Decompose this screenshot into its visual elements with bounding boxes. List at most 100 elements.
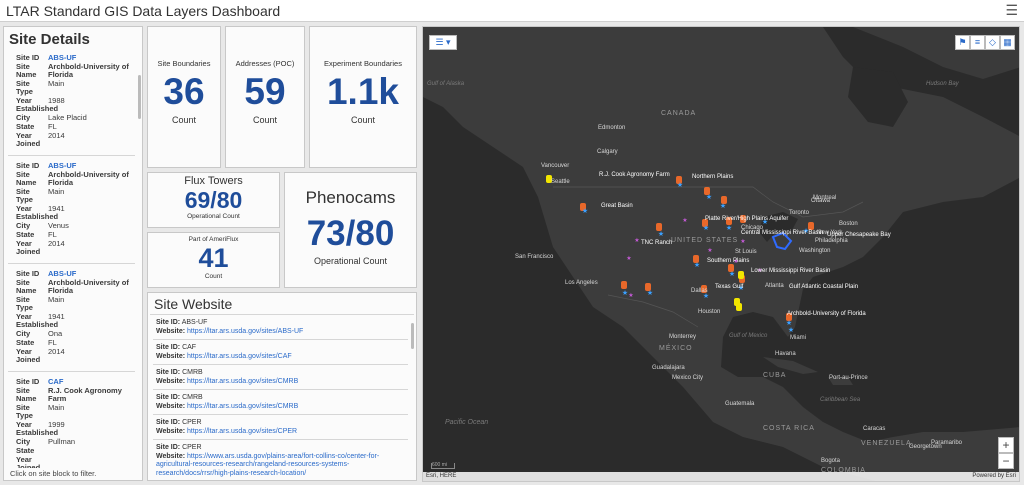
- site-field-site-name: Site Name R.J. Cook Agronomy Farm: [8, 387, 135, 403]
- site-block[interactable]: Site ID ABS-UF Site Name Archbold-Universit…: [8, 156, 135, 264]
- address-marker[interactable]: [736, 303, 742, 311]
- flux-tower-icon[interactable]: ★: [682, 217, 687, 224]
- website-link[interactable]: https://ltar.ars.usda.gov/sites/CMRB: [187, 402, 299, 410]
- site-boundary-marker[interactable]: [676, 176, 682, 184]
- site-field-year-joined: Year Joined: [8, 456, 135, 469]
- website-link[interactable]: https://ltar.ars.usda.gov/sites/CMRB: [187, 377, 299, 385]
- site-marker-layer: ★★★★★★ ★★★★★★★ ★ ★★★★★★★★★★★: [546, 175, 814, 334]
- site-boundary-marker[interactable]: [702, 219, 708, 227]
- field-value: ABS-UF: [48, 161, 77, 170]
- phenocam-star-icon[interactable]: ★: [762, 218, 768, 226]
- label-texas-gulf: Texas Gulf: [715, 284, 744, 290]
- phenocam-star-icon[interactable]: ★: [726, 224, 732, 232]
- site-boundary-marker[interactable]: [645, 283, 651, 291]
- site-id-value: CMRB: [182, 369, 203, 376]
- flux-tower-icon[interactable]: ★: [707, 247, 712, 254]
- label-lower-miss: Lower Mississippi River Basin: [751, 268, 831, 274]
- zoom-out-button[interactable]: −: [998, 453, 1014, 469]
- phenocams-card: Phenocams 73/80 Operational Count: [284, 172, 417, 288]
- flux-tower-icon[interactable]: ★: [626, 255, 631, 262]
- label-gulf-mexico: Gulf of Mexico: [729, 333, 768, 339]
- site-boundary-marker[interactable]: [786, 313, 792, 321]
- phenocam-star-icon[interactable]: ★: [582, 207, 588, 215]
- address-marker[interactable]: [546, 175, 552, 183]
- phenocam-star-icon[interactable]: ★: [658, 230, 664, 238]
- site-boundary-marker[interactable]: [693, 255, 699, 263]
- phenocam-star-icon[interactable]: ★: [786, 319, 792, 327]
- website-label: Website:: [156, 452, 186, 460]
- phenocam-star-icon[interactable]: ★: [729, 270, 735, 278]
- website-item: Site ID: ABS-UF Website: https://ltar.ars…: [153, 315, 408, 340]
- label-boston: Boston: [839, 221, 858, 227]
- label-havana: Havana: [775, 351, 796, 357]
- site-boundary-marker[interactable]: [721, 196, 727, 204]
- zoom-in-button[interactable]: +: [998, 437, 1014, 453]
- map-view[interactable]: ★ ★ ★ ★ ★ ★ ★ ★ ★ ★ ★ ★ ★ ★ ★ ★ ★ ★ ★ ★ ★ ★ ★ ★ ★ CANADA UNITED …: [422, 26, 1020, 482]
- site-block[interactable]: Site ID CAF Site Name R.J. Cook Agronomy Fa…: [8, 372, 135, 469]
- website-id-row: Site ID: CMRB: [156, 369, 408, 378]
- phenocam-star-icon[interactable]: ★: [694, 261, 700, 269]
- legend-icon[interactable]: ≡: [970, 35, 985, 50]
- label-rj-cook: R.J. Cook Agronomy Farm: [599, 172, 670, 178]
- bookmark-icon[interactable]: ⚑: [955, 35, 970, 50]
- field-label: Year Established: [16, 312, 59, 329]
- site-boundary-marker[interactable]: [808, 222, 814, 230]
- phenocam-star-icon[interactable]: ★: [803, 227, 809, 235]
- phenocam-star-icon[interactable]: ★: [622, 289, 628, 297]
- site-boundary-marker[interactable]: [728, 264, 734, 272]
- field-label: Year Joined: [16, 347, 41, 364]
- site-field-year-joined: Year Joined 2014: [8, 132, 135, 148]
- site-boundary-marker[interactable]: [701, 285, 707, 293]
- basemap-gallery-icon[interactable]: ▦: [1000, 35, 1015, 50]
- phenocam-star-icon[interactable]: ★: [677, 181, 683, 189]
- site-id-label: Site ID:: [156, 344, 181, 351]
- website-label: Website:: [156, 352, 186, 360]
- phenocam-star-icon[interactable]: ★: [703, 292, 709, 300]
- site-block[interactable]: Site ID ABS-UF Site Name Archbold-Universit…: [8, 264, 135, 372]
- field-value: CAF: [48, 377, 64, 386]
- site-id-label: Site ID:: [156, 444, 181, 451]
- phenocam-star-icon[interactable]: ★: [720, 202, 726, 210]
- site-boundary-marker[interactable]: [656, 223, 662, 231]
- site-boundary-marker[interactable]: [580, 203, 586, 211]
- address-marker[interactable]: [738, 271, 744, 279]
- site-field-year-joined: Year Joined 2014: [8, 348, 135, 364]
- phenocams-sub: Operational Count: [313, 256, 388, 266]
- website-link[interactable]: https://ltar.ars.usda.gov/sites/CAF: [187, 352, 292, 360]
- phenocam-star-icon[interactable]: ★: [703, 224, 709, 232]
- app-header: LTAR Standard GIS Data Layers Dashboard …: [0, 0, 1024, 22]
- website-link[interactable]: https://ltar.ars.usda.gov/sites/CPER: [187, 427, 298, 435]
- site-boundary-marker[interactable]: [621, 281, 627, 289]
- site-field-city: City Pullman: [8, 438, 135, 446]
- label-bogota: Bogota: [821, 458, 841, 464]
- phenocam-star-icon[interactable]: ★: [738, 284, 744, 292]
- field-value: 1941: [48, 312, 65, 321]
- layer-toggle-button[interactable]: ☰ ▾: [429, 35, 457, 50]
- label-tnc-ranch: TNC Ranch: [641, 240, 673, 246]
- website-link[interactable]: https://www.ars.usda.gov/plains-area/for…: [156, 452, 380, 477]
- label-montreal: Montreal: [813, 195, 837, 201]
- website-id-row: Site ID: CPER: [156, 444, 408, 453]
- website-link[interactable]: https://ltar.ars.usda.gov/sites/ABS-UF: [187, 327, 304, 335]
- field-value: 1941: [48, 204, 65, 213]
- phenocam-star-icon[interactable]: ★: [647, 289, 653, 297]
- site-boundary-marker[interactable]: [726, 217, 732, 225]
- layers-icon[interactable]: ◇: [985, 35, 1000, 50]
- phenocam-star-icon[interactable]: ★: [788, 326, 794, 334]
- site-block[interactable]: Site ID ABS-UF Site Name Archbold-Universit…: [8, 51, 135, 156]
- flux-tower-icon[interactable]: ★: [757, 267, 762, 274]
- flux-tower-icon[interactable]: ★: [628, 292, 633, 299]
- field-label: City: [16, 221, 31, 230]
- site-field-site-type: Site Type Main: [8, 404, 135, 420]
- site-details-scrollbar[interactable]: [138, 75, 141, 119]
- site-website-scrollbar[interactable]: [411, 323, 414, 349]
- flux-tower-icon[interactable]: ★: [733, 258, 738, 265]
- flux-tower-icon[interactable]: ★: [740, 238, 745, 245]
- flux-tower-icon[interactable]: ★: [634, 237, 639, 244]
- phenocam-star-icon[interactable]: ★: [706, 193, 712, 201]
- site-boundary-marker[interactable]: [704, 187, 710, 195]
- label-mexico: MÉXICO: [659, 345, 693, 352]
- hamburger-icon[interactable]: ☰: [1005, 2, 1018, 18]
- site-boundary-marker[interactable]: [740, 215, 746, 223]
- attribution-right[interactable]: Powered by Esri: [972, 473, 1016, 479]
